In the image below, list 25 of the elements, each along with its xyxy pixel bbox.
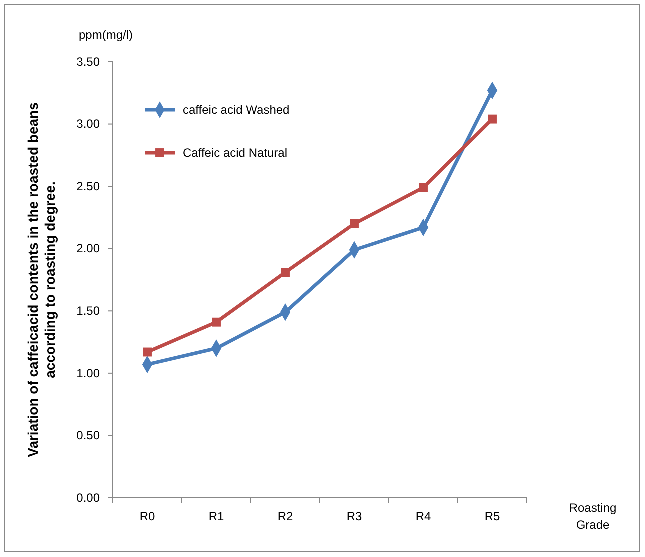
y-tick-label: 1.00 [76, 366, 100, 380]
y-tick-label: 3.00 [76, 117, 100, 132]
y-tick-label: 2.00 [76, 242, 100, 256]
point [281, 268, 290, 277]
text: ppm(mg/l) [78, 28, 134, 42]
point [488, 114, 497, 124]
x-tick-label: R0 [140, 510, 156, 524]
y-axis-title: Variation of caffeicacid contents in the roasted beans according to roasting degree. [25, 102, 58, 458]
y-tick-label: 3.50 [76, 54, 100, 69]
point [350, 219, 359, 228]
legend-label: Caffeic acid Natural [183, 146, 288, 160]
legend-label: caffeic acid Washed [183, 103, 290, 117]
y-tick-label: 2.50 [76, 179, 100, 194]
y-tick-label: 1.50 [76, 304, 100, 318]
x-tick-label: R1 [208, 510, 224, 524]
x-tick-label: R3 [346, 510, 362, 524]
y-tick-label: 0.50 [76, 428, 100, 443]
point [212, 318, 221, 327]
point [419, 183, 428, 192]
point [143, 348, 152, 357]
x-tick-label: R4 [416, 510, 432, 524]
x-tick-label: R5 [484, 510, 500, 524]
x-axis-title: Roasting Grade [569, 501, 617, 532]
y-tick-label: 0.00 [76, 490, 100, 505]
x-tick-label: R2 [278, 510, 294, 524]
